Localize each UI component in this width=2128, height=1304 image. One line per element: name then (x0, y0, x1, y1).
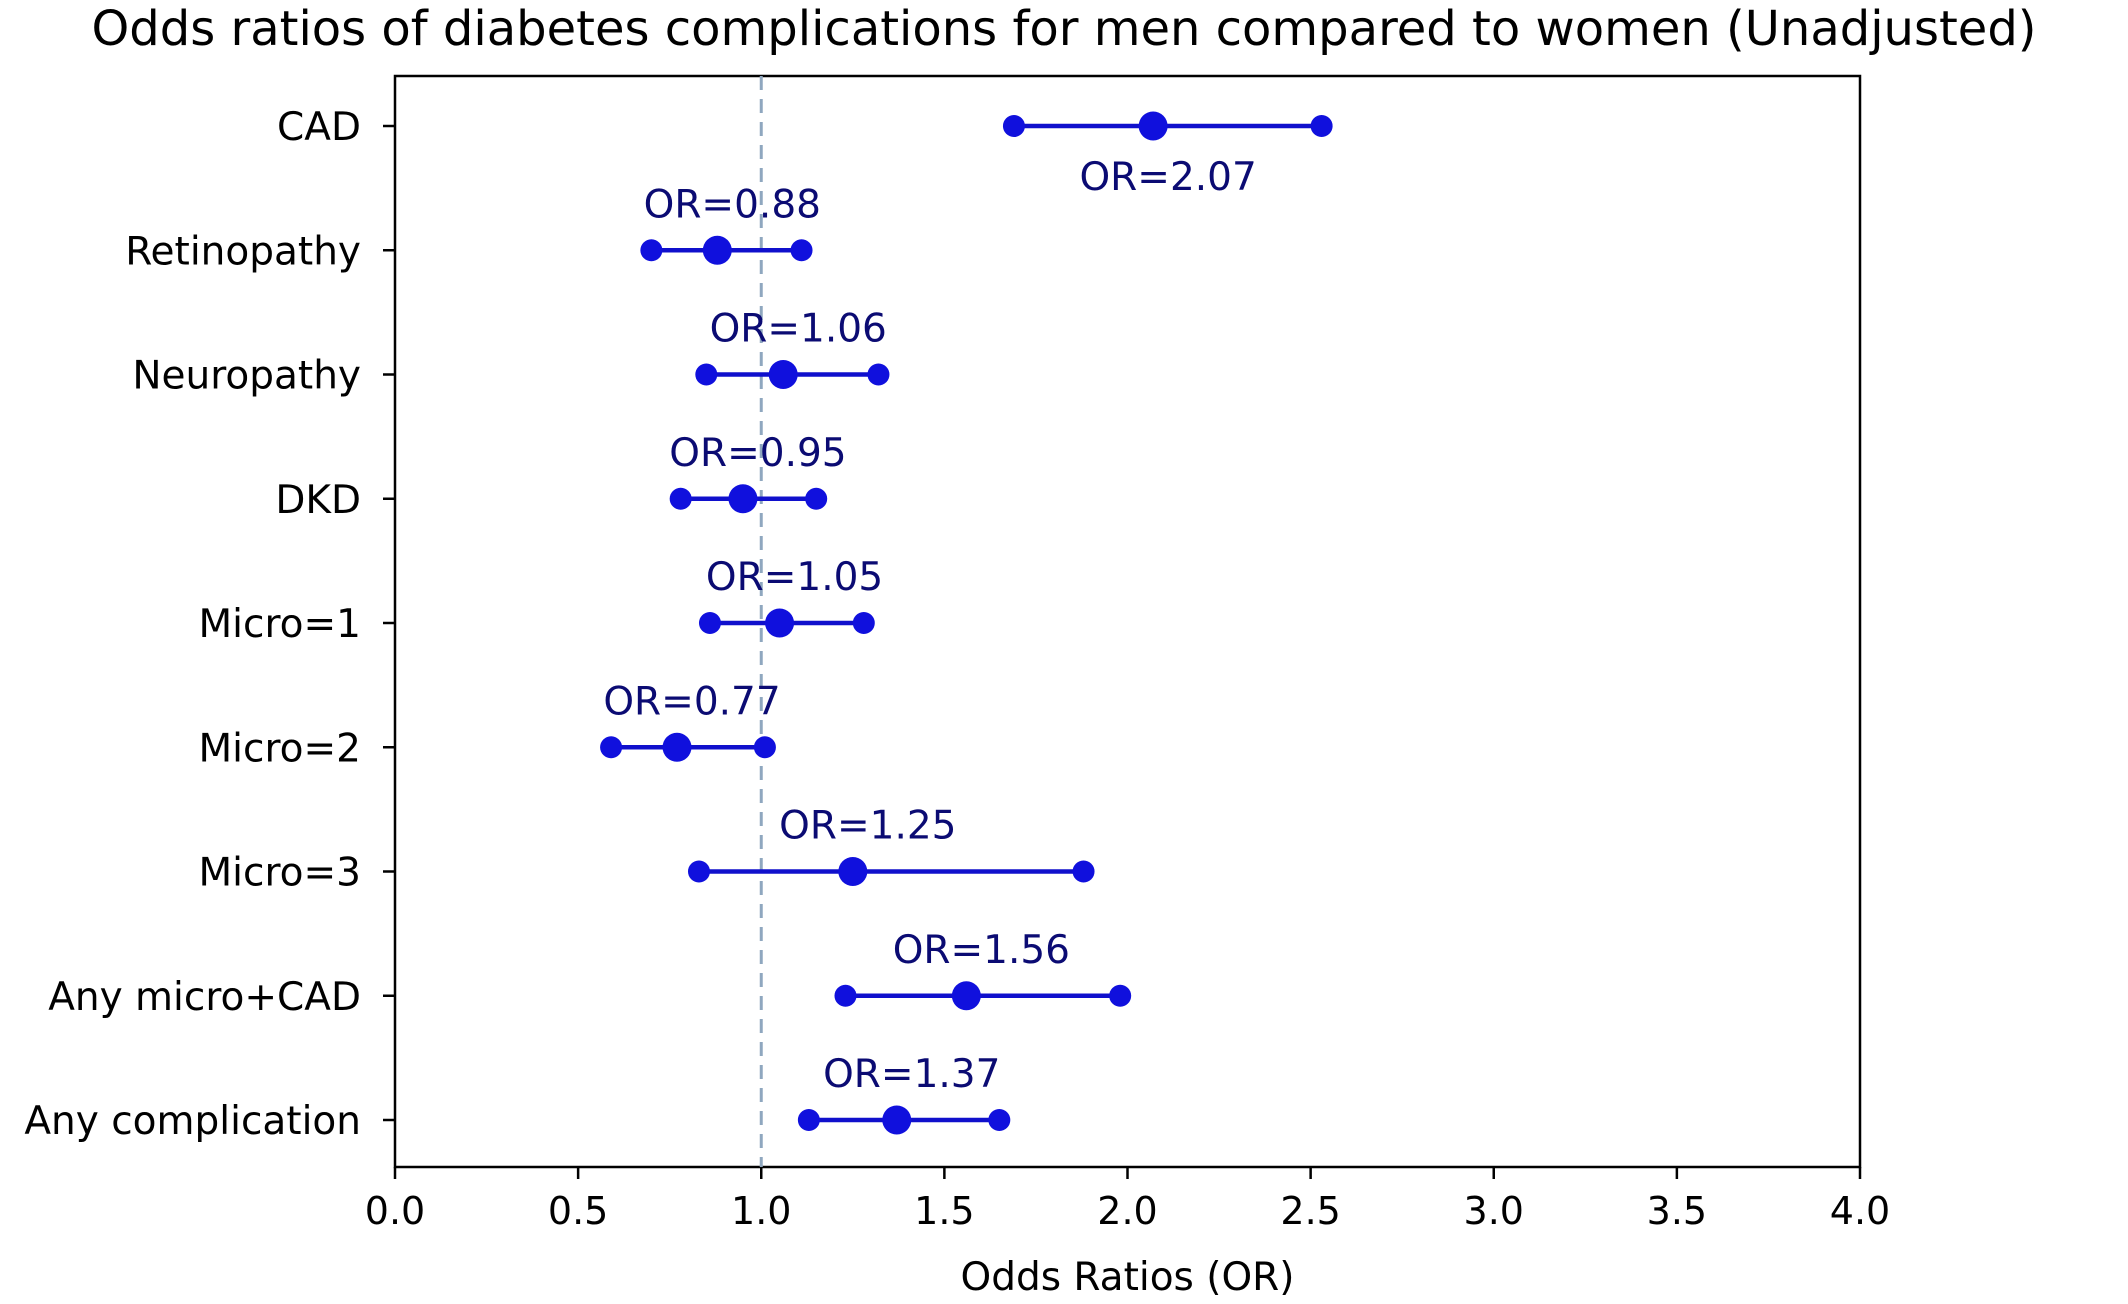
y-category-label: Micro=1 (199, 602, 361, 647)
ci-lower-point (669, 487, 692, 510)
odds-ratio-marks: OR=2.07 OR=0.88 OR=1.06 OR=0.95 OR=1.05 OR=0.… (600, 111, 1333, 1135)
ci-upper-point (867, 363, 890, 386)
or-point (728, 484, 758, 514)
ci-lower-point (797, 1109, 820, 1131)
x-tick-label: 1.0 (731, 1189, 791, 1233)
or-row: OR=1.05 (698, 555, 883, 638)
or-row: OR=2.07 (1002, 111, 1333, 200)
ci-lower-point (834, 984, 857, 1007)
or-row: OR=0.88 (640, 182, 821, 265)
or-value-label: OR=1.25 (779, 804, 956, 849)
ci-lower-point (687, 860, 710, 883)
or-point (765, 608, 795, 638)
or-value-label: OR=0.77 (603, 679, 780, 724)
y-category-label: Any micro+CAD (48, 975, 361, 1020)
y-category-label: DKD (275, 478, 361, 523)
ci-upper-point (852, 612, 875, 634)
or-point (951, 981, 981, 1011)
ci-lower-point (698, 612, 721, 634)
ci-upper-point (1072, 860, 1095, 883)
or-row: OR=0.95 (669, 431, 847, 514)
or-row: OR=1.06 (695, 307, 890, 389)
or-point (1138, 111, 1168, 141)
ci-upper-point (988, 1109, 1011, 1131)
x-tick-label: 0.5 (548, 1189, 608, 1233)
or-point (882, 1105, 912, 1135)
x-tick-label: 3.5 (1647, 1189, 1707, 1233)
or-row: OR=1.25 (687, 804, 1095, 886)
ci-upper-point (1109, 984, 1132, 1007)
or-value-label: OR=0.95 (669, 431, 846, 476)
ci-lower-point (695, 363, 718, 386)
y-category-label: Retinopathy (125, 229, 361, 274)
or-row: OR=1.37 (797, 1052, 1011, 1135)
y-axis-ticks: CAD Retinopathy Neuropathy DKD Micro=1 Micro=… (24, 105, 395, 1144)
x-tick-label: 0.0 (365, 1189, 425, 1233)
ci-lower-point (1002, 115, 1025, 137)
or-value-label: OR=1.56 (893, 928, 1070, 973)
x-tick-label: 3.0 (1464, 1189, 1524, 1233)
ci-upper-point (805, 487, 828, 510)
x-axis-ticks: 0.0 0.5 1.0 1.5 2.0 2.5 3.0 3.5 4.0 (365, 1167, 1890, 1233)
ci-upper-point (753, 736, 776, 759)
ci-lower-point (600, 736, 623, 759)
or-row: OR=0.77 (600, 679, 781, 762)
or-value-label: OR=1.37 (823, 1052, 1000, 1097)
or-point (662, 732, 692, 762)
or-value-label: OR=1.06 (710, 307, 887, 352)
x-tick-label: 4.0 (1830, 1189, 1890, 1233)
y-category-label: Micro=2 (199, 726, 361, 771)
x-tick-label: 2.0 (1097, 1189, 1157, 1233)
or-point (768, 360, 798, 389)
or-point (838, 857, 868, 886)
y-category-label: Any complication (24, 1099, 361, 1144)
chart-title: Odds ratios of diabetes complications fo… (91, 1, 2036, 57)
or-value-label: OR=2.07 (1079, 155, 1256, 200)
x-tick-label: 2.5 (1280, 1189, 1340, 1233)
y-category-label: Neuropathy (132, 354, 361, 399)
ci-upper-point (790, 239, 813, 262)
y-category-label: CAD (277, 105, 361, 150)
x-axis-label: Odds Ratios (OR) (961, 1255, 1295, 1300)
or-value-label: OR=0.88 (644, 182, 821, 227)
y-category-label: Micro=3 (199, 851, 361, 896)
or-row: OR=1.56 (834, 928, 1132, 1011)
or-value-label: OR=1.05 (706, 555, 883, 600)
ci-lower-point (640, 239, 663, 262)
or-point (702, 235, 732, 265)
ci-upper-point (1310, 115, 1333, 137)
x-tick-label: 1.5 (914, 1189, 974, 1233)
